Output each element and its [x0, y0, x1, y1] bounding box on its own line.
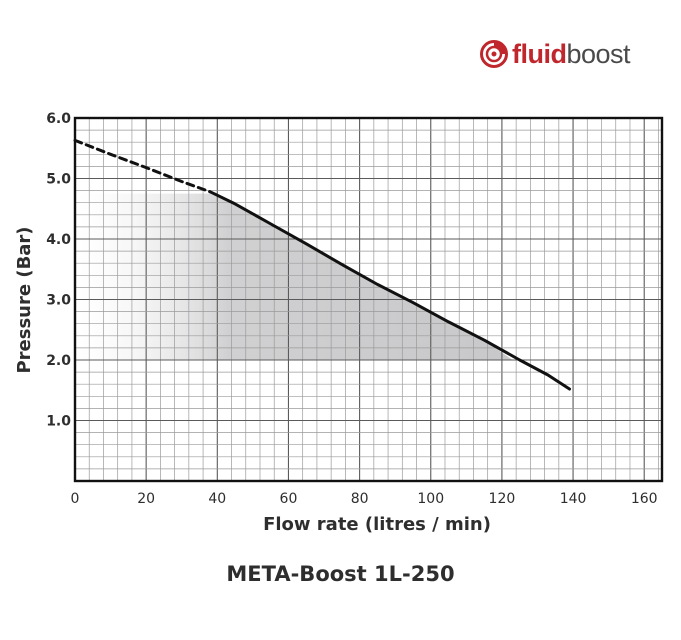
product-caption: META-Boost 1L-250 [226, 562, 455, 586]
pump-curve-dashed [73, 138, 212, 194]
operating-region-shade [75, 193, 513, 360]
fluidboost-logo: fluid boost [480, 34, 631, 74]
x-tick-label: 120 [489, 491, 516, 507]
plot-frame [73, 116, 664, 483]
x-tick-label: 140 [560, 491, 587, 507]
logo-word-bold: fluid [512, 38, 567, 69]
pump-curve-chart: 0 20 40 60 80 100 120 140 1601.02.03.04.05.06.0 … [14, 111, 664, 535]
x-tick-label: 100 [417, 491, 444, 507]
x-tick-label: 80 [351, 491, 369, 507]
x-tick-label: 20 [137, 491, 155, 507]
logo-word-light: boost [566, 38, 631, 69]
y-tick-label: 3.0 [46, 293, 71, 309]
y-tick-label: 6.0 [46, 111, 71, 127]
x-tick-label: 60 [280, 491, 298, 507]
y-tick-label: 2.0 [46, 353, 71, 369]
y-axis-label: Pressure (Bar) [14, 226, 35, 373]
pump-curve-solid [208, 190, 572, 391]
y-tick-label: 1.0 [46, 414, 71, 430]
y-tick-label: 4.0 [46, 232, 71, 248]
x-tick-label: 0 [71, 491, 80, 507]
fluidboost-logo-icon [480, 40, 508, 68]
y-tick-label: 5.0 [46, 172, 71, 188]
x-axis-label: Flow rate (litres / min) [263, 514, 491, 535]
x-tick-label: 160 [631, 491, 658, 507]
x-tick-label: 40 [208, 491, 226, 507]
